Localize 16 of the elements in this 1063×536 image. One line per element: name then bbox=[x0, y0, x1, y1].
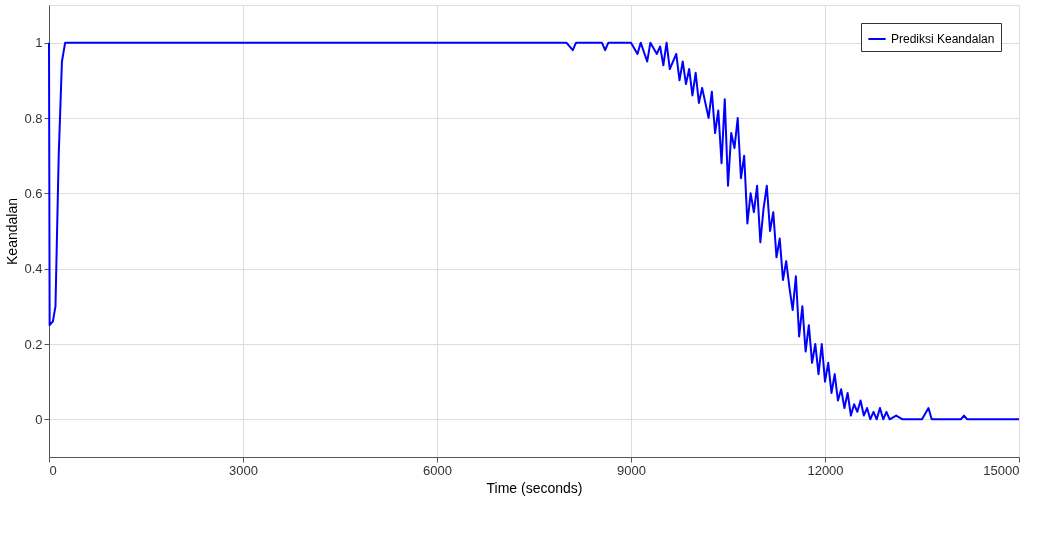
line-series bbox=[48, 41, 1020, 421]
y-tick-label: 0.2 bbox=[24, 336, 43, 352]
x-tick-label: 3000 bbox=[229, 462, 258, 478]
y-tick-label: 0 bbox=[35, 411, 43, 427]
y-tick-label: 0.4 bbox=[24, 261, 43, 277]
y-tick-label: 0.6 bbox=[24, 185, 43, 201]
x-tick-label: 12000 bbox=[807, 462, 844, 478]
y-tick-label: 1 bbox=[35, 35, 43, 51]
y-tick-label: 0.8 bbox=[24, 110, 43, 126]
x-axis-title: Time (seconds) bbox=[486, 479, 583, 496]
legend-label: Prediksi Keandalan bbox=[891, 32, 995, 46]
x-tick-label: 15000 bbox=[983, 462, 1020, 478]
x-tick-label: 9000 bbox=[617, 462, 646, 478]
y-axis-title: Keandalan bbox=[4, 198, 21, 265]
x-tick-label: 6000 bbox=[423, 462, 452, 478]
x-tick-label: 0 bbox=[49, 462, 57, 478]
